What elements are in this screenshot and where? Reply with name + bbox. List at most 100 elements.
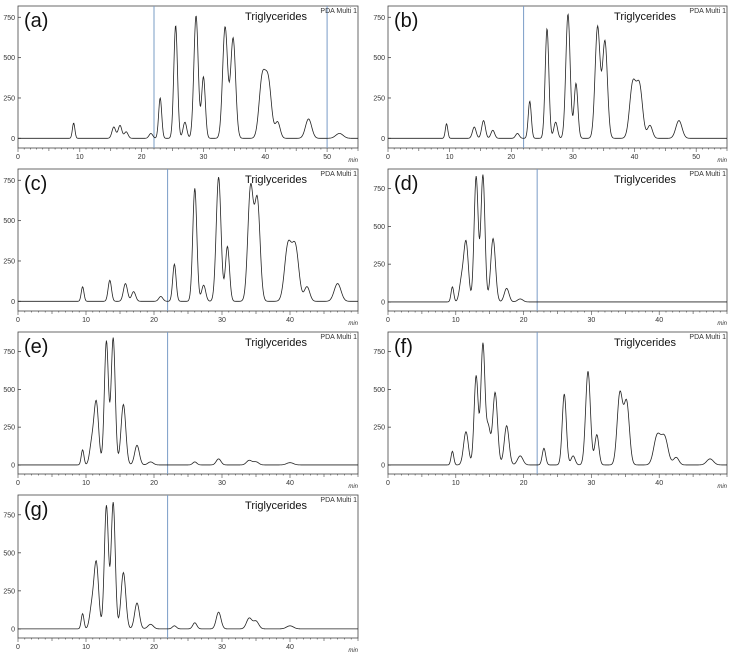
plot-frame xyxy=(387,331,728,475)
y-tick-label-250: 250 xyxy=(3,258,15,265)
x-unit-label: min xyxy=(717,484,727,489)
detector-label: PDA Multi 1 xyxy=(689,334,726,341)
x-unit-label: min xyxy=(717,158,727,163)
x-tick-label-10: 10 xyxy=(452,480,460,487)
plot-frame xyxy=(387,5,728,149)
chromatogram-svg-c: 0 250 500 750 0 10 20 30 40 min (c) Triglycerides PD… xyxy=(3,168,359,327)
chromatogram-panel-c: 0 250 500 750 0 10 20 30 40 min (c) Triglycerides PD… xyxy=(0,163,370,327)
plot-frame xyxy=(17,5,359,149)
x-unit-label: min xyxy=(348,158,358,163)
triglycerides-label: Triglycerides xyxy=(614,11,676,23)
y-tick-label-0: 0 xyxy=(11,626,15,633)
x-tick-label-30: 30 xyxy=(588,317,596,324)
chromatogram-panel-g: 0 250 500 750 0 10 20 30 40 min (g) Triglycerides PD… xyxy=(0,489,370,654)
chromatogram-panel-e: 0 250 500 750 0 10 20 30 40 min (e) Triglycerides PD… xyxy=(0,326,370,490)
y-tick-label-500: 500 xyxy=(3,387,15,394)
panel-label: (e) xyxy=(24,336,48,358)
y-tick-label-750: 750 xyxy=(373,15,385,22)
x-tick-label-20: 20 xyxy=(520,480,528,487)
chromatogram-svg-e: 0 250 500 750 0 10 20 30 40 min (e) Triglycerides PD… xyxy=(3,331,359,490)
x-tick-label-20: 20 xyxy=(150,480,158,487)
plot-frame xyxy=(17,494,359,639)
x-tick-label-20: 20 xyxy=(138,154,146,161)
x-tick-label-20: 20 xyxy=(507,154,515,161)
chromatogram-trace xyxy=(18,176,358,302)
x-tick-label-50: 50 xyxy=(692,154,700,161)
x-tick-label-40: 40 xyxy=(286,317,294,324)
x-tick-label-40: 40 xyxy=(655,480,663,487)
chromatogram-svg-d: 0 250 500 750 0 10 20 30 40 min (d) Triglycerides PD… xyxy=(373,168,728,327)
y-tick-label-0: 0 xyxy=(381,136,385,143)
triglycerides-label: Triglycerides xyxy=(245,174,307,186)
chromatogram-trace xyxy=(18,15,358,139)
chromatogram-svg-f: 0 250 500 750 0 10 20 30 40 min (f) Triglycerides PD… xyxy=(373,331,728,490)
y-tick-label-0: 0 xyxy=(381,299,385,306)
chromatogram-svg-g: 0 250 500 750 0 10 20 30 40 min (g) Triglycerides PD… xyxy=(3,494,359,654)
plot-frame xyxy=(387,168,728,312)
y-tick-label-0: 0 xyxy=(11,299,15,306)
x-tick-label-40: 40 xyxy=(261,154,269,161)
y-tick-label-750: 750 xyxy=(3,15,15,22)
x-tick-label-20: 20 xyxy=(150,317,158,324)
chromatogram-panel-d: 0 250 500 750 0 10 20 30 40 min (d) Triglycerides PD… xyxy=(370,163,739,327)
plot-frame xyxy=(17,168,359,312)
x-tick-label-10: 10 xyxy=(452,317,460,324)
x-tick-label-0: 0 xyxy=(16,317,20,324)
triglycerides-label: Triglycerides xyxy=(614,174,676,186)
detector-label: PDA Multi 1 xyxy=(689,8,726,15)
panel-label: (f) xyxy=(394,336,413,358)
x-tick-label-30: 30 xyxy=(588,480,596,487)
x-tick-label-20: 20 xyxy=(150,644,158,651)
x-tick-label-0: 0 xyxy=(386,480,390,487)
x-tick-label-10: 10 xyxy=(446,154,454,161)
y-tick-label-0: 0 xyxy=(381,462,385,469)
chromatogram-trace xyxy=(388,342,727,466)
chromatogram-svg-b: 0 250 500 750 0 10 20 30 40 50 min (b) Triglycerides… xyxy=(373,5,728,164)
chromatogram-trace xyxy=(388,13,727,139)
x-tick-label-30: 30 xyxy=(218,644,226,651)
y-tick-label-500: 500 xyxy=(373,387,385,394)
x-tick-label-0: 0 xyxy=(386,317,390,324)
triglycerides-label: Triglycerides xyxy=(245,337,307,349)
x-unit-label: min xyxy=(348,321,358,326)
y-tick-label-250: 250 xyxy=(3,425,15,432)
x-tick-label-10: 10 xyxy=(82,480,90,487)
y-tick-label-250: 250 xyxy=(373,425,385,432)
triglycerides-label: Triglycerides xyxy=(245,11,307,23)
x-tick-label-40: 40 xyxy=(286,644,294,651)
x-unit-label: min xyxy=(348,648,358,653)
detector-label: PDA Multi 1 xyxy=(320,171,357,178)
x-unit-label: min xyxy=(348,484,358,489)
x-tick-label-0: 0 xyxy=(16,154,20,161)
x-tick-label-50: 50 xyxy=(323,154,331,161)
y-tick-label-750: 750 xyxy=(3,512,15,519)
x-tick-label-40: 40 xyxy=(631,154,639,161)
y-tick-label-500: 500 xyxy=(373,224,385,231)
detector-label: PDA Multi 1 xyxy=(320,497,357,504)
x-unit-label: min xyxy=(717,321,727,326)
chromatogram-panel-b: 0 250 500 750 0 10 20 30 40 50 min (b) Triglycerides… xyxy=(370,0,739,164)
panel-label: (g) xyxy=(24,499,48,521)
detector-label: PDA Multi 1 xyxy=(320,334,357,341)
x-tick-label-30: 30 xyxy=(218,317,226,324)
chromatogram-trace xyxy=(388,174,727,303)
y-tick-label-750: 750 xyxy=(3,349,15,356)
chromatogram-trace xyxy=(18,502,358,630)
panel-label: (a) xyxy=(24,10,48,32)
triglycerides-label: Triglycerides xyxy=(245,500,307,512)
x-tick-label-30: 30 xyxy=(569,154,577,161)
x-tick-label-40: 40 xyxy=(655,317,663,324)
plot-frame xyxy=(17,331,359,475)
chromatogram-trace xyxy=(18,337,358,466)
y-tick-label-250: 250 xyxy=(373,262,385,269)
y-tick-label-250: 250 xyxy=(3,95,15,102)
x-tick-label-0: 0 xyxy=(386,154,390,161)
y-tick-label-250: 250 xyxy=(373,95,385,102)
chromatogram-panel-f: 0 250 500 750 0 10 20 30 40 min (f) Triglycerides PD… xyxy=(370,326,739,490)
panel-label: (d) xyxy=(394,173,418,195)
y-tick-label-500: 500 xyxy=(373,55,385,62)
detector-label: PDA Multi 1 xyxy=(320,8,357,15)
x-tick-label-0: 0 xyxy=(16,644,20,651)
x-tick-label-30: 30 xyxy=(200,154,208,161)
y-tick-label-750: 750 xyxy=(373,186,385,193)
